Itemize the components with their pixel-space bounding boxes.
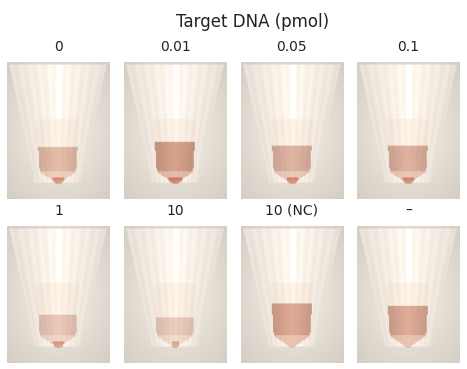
Text: 0.01: 0.01 (160, 39, 191, 54)
Text: 10 (NC): 10 (NC) (265, 204, 318, 218)
Text: 0: 0 (54, 39, 63, 54)
Text: 0.05: 0.05 (276, 39, 307, 54)
Text: –: – (405, 204, 412, 218)
Text: 1: 1 (54, 204, 63, 218)
Text: Target DNA (pmol): Target DNA (pmol) (176, 13, 329, 31)
Text: 10: 10 (166, 204, 184, 218)
Text: 0.1: 0.1 (397, 39, 420, 54)
